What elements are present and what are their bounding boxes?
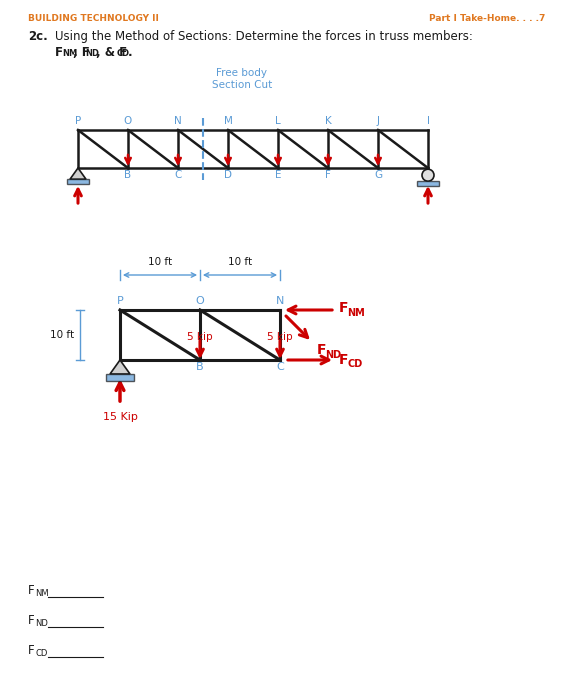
Text: BUILDING TECHNOLOGY II: BUILDING TECHNOLOGY II	[28, 14, 159, 23]
Text: M: M	[223, 116, 233, 126]
Text: K: K	[325, 116, 331, 126]
Text: .: .	[128, 46, 132, 59]
Text: F: F	[55, 46, 63, 59]
Text: D: D	[224, 170, 232, 180]
Text: , & F: , & F	[96, 46, 127, 59]
Text: Part I Take-Home. . . .7: Part I Take-Home. . . .7	[429, 14, 545, 23]
Text: P: P	[75, 116, 81, 126]
Text: 2c.: 2c.	[28, 30, 48, 43]
Polygon shape	[110, 360, 130, 374]
Text: NM: NM	[62, 49, 77, 58]
Text: Section Cut: Section Cut	[212, 80, 272, 90]
Text: 5 kip: 5 kip	[187, 332, 213, 342]
Text: C: C	[174, 170, 182, 180]
Text: Using the Method of Sections: Determine the forces in truss members:: Using the Method of Sections: Determine …	[55, 30, 473, 43]
Text: F: F	[339, 353, 348, 367]
Text: ND: ND	[85, 49, 99, 58]
Text: B: B	[196, 362, 204, 372]
Text: , F: , F	[73, 46, 90, 59]
Text: P: P	[117, 296, 123, 306]
Bar	[67, 179, 89, 184]
Text: F: F	[28, 643, 34, 657]
Text: F: F	[28, 584, 34, 596]
Text: F: F	[325, 170, 331, 180]
Bar	[417, 181, 439, 186]
Text: H: H	[424, 170, 432, 180]
Text: O: O	[195, 296, 205, 306]
Text: N: N	[174, 116, 182, 126]
Text: J: J	[376, 116, 379, 126]
Text: F: F	[339, 301, 348, 315]
Text: ND: ND	[35, 619, 48, 627]
Text: CD: CD	[117, 49, 130, 58]
Text: G: G	[374, 170, 382, 180]
Circle shape	[422, 169, 434, 181]
Text: A: A	[116, 362, 124, 372]
Text: CD: CD	[35, 648, 48, 657]
Text: 5 kip: 5 kip	[267, 332, 293, 342]
Text: I: I	[426, 116, 430, 126]
Text: NM: NM	[35, 589, 49, 598]
Text: N: N	[276, 296, 284, 306]
Text: C: C	[276, 362, 284, 372]
Text: NM: NM	[347, 308, 365, 318]
Text: L: L	[275, 116, 281, 126]
Text: B: B	[124, 170, 132, 180]
Text: Free body: Free body	[217, 68, 268, 78]
Text: CD: CD	[347, 359, 362, 369]
Bar	[106, 374, 134, 381]
Text: 10 ft: 10 ft	[50, 330, 74, 340]
Text: F: F	[28, 613, 34, 626]
Text: ND: ND	[325, 350, 341, 360]
Text: F: F	[317, 343, 327, 357]
Text: 10 ft: 10 ft	[148, 257, 172, 267]
Text: A: A	[74, 170, 81, 180]
Text: 15 Kip: 15 Kip	[103, 412, 138, 422]
Text: 10 ft: 10 ft	[228, 257, 252, 267]
Text: O: O	[124, 116, 132, 126]
Text: E: E	[274, 170, 281, 180]
Polygon shape	[70, 168, 86, 179]
